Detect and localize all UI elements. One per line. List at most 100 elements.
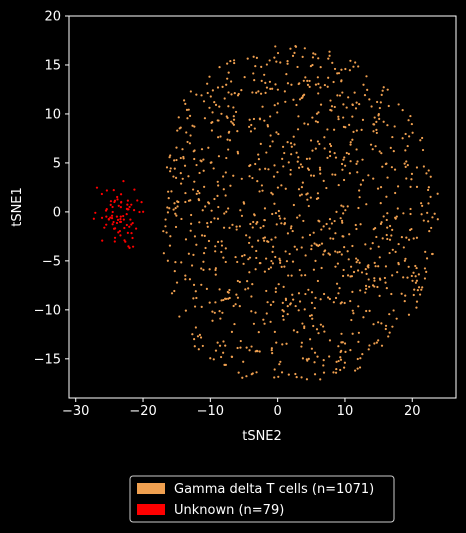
point-gamma-delta <box>245 234 248 237</box>
point-gamma-delta <box>280 184 283 187</box>
point-gamma-delta <box>303 122 306 125</box>
point-gamma-delta <box>342 268 345 272</box>
point-gamma-delta <box>342 103 345 106</box>
point-gamma-delta <box>205 287 208 291</box>
point-gamma-delta <box>337 359 340 363</box>
point-gamma-delta <box>219 135 222 138</box>
point-gamma-delta <box>222 298 225 302</box>
point-gamma-delta <box>211 319 214 322</box>
point-gamma-delta <box>189 222 193 225</box>
point-gamma-delta <box>368 285 371 288</box>
point-gamma-delta <box>325 186 328 190</box>
point-gamma-delta <box>282 318 285 321</box>
point-gamma-delta <box>332 301 335 304</box>
point-gamma-delta <box>412 293 415 297</box>
point-gamma-delta <box>225 83 228 86</box>
point-gamma-delta <box>346 274 350 277</box>
point-gamma-delta <box>363 93 367 97</box>
point-gamma-delta <box>368 344 371 347</box>
point-gamma-delta <box>334 156 338 159</box>
point-gamma-delta <box>308 157 311 160</box>
point-gamma-delta <box>351 115 354 118</box>
point-gamma-delta <box>335 282 339 285</box>
point-gamma-delta <box>271 212 274 216</box>
point-gamma-delta <box>317 92 320 95</box>
point-gamma-delta <box>230 330 234 333</box>
point-gamma-delta <box>364 268 367 271</box>
point-gamma-delta <box>291 260 295 263</box>
point-gamma-delta <box>301 165 304 168</box>
point-gamma-delta <box>272 245 275 248</box>
point-gamma-delta <box>372 130 375 133</box>
point-gamma-delta <box>204 246 207 250</box>
point-gamma-delta <box>223 212 226 215</box>
point-gamma-delta <box>174 261 177 264</box>
point-gamma-delta <box>354 61 357 64</box>
point-gamma-delta <box>312 174 315 177</box>
point-gamma-delta <box>401 109 404 112</box>
point-gamma-delta <box>316 355 319 358</box>
point-gamma-delta <box>252 55 255 58</box>
legend-label-unknown: Unknown (n=79) <box>174 503 284 518</box>
point-gamma-delta <box>356 171 359 174</box>
point-gamma-delta <box>273 376 276 379</box>
data-points <box>92 45 439 381</box>
point-gamma-delta <box>271 352 274 355</box>
point-gamma-delta <box>264 81 267 84</box>
point-gamma-delta <box>313 242 316 245</box>
point-unknown <box>119 218 122 221</box>
point-gamma-delta <box>378 256 381 259</box>
point-gamma-delta <box>373 123 376 126</box>
point-gamma-delta <box>400 292 403 295</box>
point-gamma-delta <box>165 231 168 234</box>
point-gamma-delta <box>345 106 348 109</box>
point-gamma-delta <box>177 200 180 204</box>
point-gamma-delta <box>317 82 320 86</box>
point-gamma-delta <box>320 228 323 231</box>
point-gamma-delta <box>185 131 188 134</box>
point-gamma-delta <box>351 332 354 335</box>
point-gamma-delta <box>255 222 258 225</box>
point-gamma-delta <box>257 158 260 161</box>
point-gamma-delta <box>186 117 189 120</box>
point-gamma-delta <box>247 241 251 245</box>
point-gamma-delta <box>247 258 250 261</box>
point-gamma-delta <box>343 361 346 364</box>
point-gamma-delta <box>391 228 394 231</box>
point-gamma-delta <box>402 246 405 249</box>
point-gamma-delta <box>270 349 273 352</box>
point-gamma-delta <box>339 368 342 372</box>
point-unknown <box>119 234 122 237</box>
point-gamma-delta <box>337 72 341 75</box>
point-gamma-delta <box>275 60 278 63</box>
point-gamma-delta <box>228 139 232 142</box>
point-gamma-delta <box>311 149 314 152</box>
point-gamma-delta <box>210 209 213 212</box>
point-gamma-delta <box>378 117 381 120</box>
point-gamma-delta <box>240 89 243 92</box>
point-gamma-delta <box>317 57 320 60</box>
point-gamma-delta <box>419 293 422 296</box>
point-gamma-delta <box>367 174 370 177</box>
point-gamma-delta <box>271 140 274 143</box>
point-gamma-delta <box>184 191 187 195</box>
point-gamma-delta <box>263 73 266 76</box>
point-gamma-delta <box>280 371 284 374</box>
point-gamma-delta <box>251 245 254 248</box>
point-gamma-delta <box>335 367 338 371</box>
point-gamma-delta <box>188 278 192 281</box>
point-gamma-delta <box>211 89 214 92</box>
point-gamma-delta <box>289 173 292 176</box>
point-gamma-delta <box>328 150 332 153</box>
point-unknown <box>125 223 128 227</box>
point-unknown <box>140 200 143 204</box>
point-gamma-delta <box>309 338 312 341</box>
point-unknown <box>110 214 114 217</box>
point-gamma-delta <box>190 264 194 267</box>
point-gamma-delta <box>220 112 223 115</box>
point-gamma-delta <box>370 105 373 108</box>
point-gamma-delta <box>192 283 196 286</box>
point-gamma-delta <box>213 217 216 220</box>
point-gamma-delta <box>287 274 290 277</box>
point-gamma-delta <box>375 128 378 131</box>
